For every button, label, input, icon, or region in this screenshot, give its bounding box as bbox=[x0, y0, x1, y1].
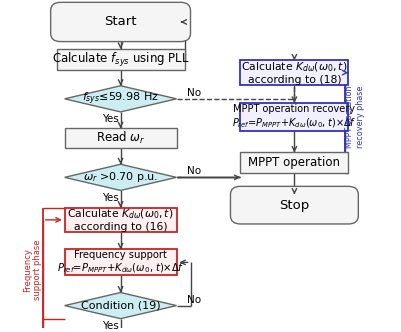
FancyBboxPatch shape bbox=[231, 186, 358, 224]
Text: Yes: Yes bbox=[102, 114, 119, 124]
Bar bbox=[241, 60, 348, 85]
Text: Frequency
support phase: Frequency support phase bbox=[23, 239, 43, 300]
Text: No: No bbox=[186, 295, 200, 305]
Polygon shape bbox=[65, 292, 176, 319]
Bar bbox=[65, 249, 176, 276]
Bar bbox=[65, 128, 176, 148]
Bar bbox=[241, 152, 348, 173]
Text: Read $\omega_r$: Read $\omega_r$ bbox=[96, 130, 145, 146]
Text: Start: Start bbox=[104, 16, 137, 29]
Text: Stop: Stop bbox=[279, 199, 310, 212]
Text: Calculate $K_{d\omega}(\omega_0, t)$
according to (18): Calculate $K_{d\omega}(\omega_0, t)$ acc… bbox=[241, 60, 348, 85]
Text: MPPT operation recovery
$P_{ref}$=$P_{MPPT}$+$K_{d\omega}$($\omega_0$, $t$)×Δ$f$: MPPT operation recovery $P_{ref}$=$P_{MP… bbox=[232, 104, 357, 129]
Text: $f_{sys}$≤59.98 Hz: $f_{sys}$≤59.98 Hz bbox=[82, 91, 159, 107]
Text: No: No bbox=[186, 88, 200, 98]
Text: MPPT operation: MPPT operation bbox=[248, 156, 340, 169]
Polygon shape bbox=[65, 86, 176, 112]
FancyBboxPatch shape bbox=[51, 2, 190, 41]
Text: Calculate $K_{d\omega}(\omega_0, t)$
according to (16): Calculate $K_{d\omega}(\omega_0, t)$ acc… bbox=[67, 207, 174, 232]
Text: Condition (19): Condition (19) bbox=[81, 300, 160, 311]
Text: Frequency support
$P_{ref}$=$P_{MPPT}$+$K_{d\omega}$($\omega_0$, $t$)×Δ$f$: Frequency support $P_{ref}$=$P_{MPPT}$+$… bbox=[57, 250, 184, 275]
Text: MPPT operation
recovery phase: MPPT operation recovery phase bbox=[345, 85, 365, 148]
Text: No: No bbox=[186, 166, 200, 177]
Polygon shape bbox=[65, 164, 176, 191]
Text: Calculate $f_{sys}$ using PLL: Calculate $f_{sys}$ using PLL bbox=[52, 50, 189, 69]
Text: $\omega_r$ >0.70 p.u.: $\omega_r$ >0.70 p.u. bbox=[83, 170, 158, 184]
Bar bbox=[65, 208, 176, 232]
Bar bbox=[57, 49, 184, 70]
Bar bbox=[241, 103, 348, 131]
Text: Yes: Yes bbox=[102, 193, 119, 203]
Text: Yes: Yes bbox=[102, 321, 119, 331]
